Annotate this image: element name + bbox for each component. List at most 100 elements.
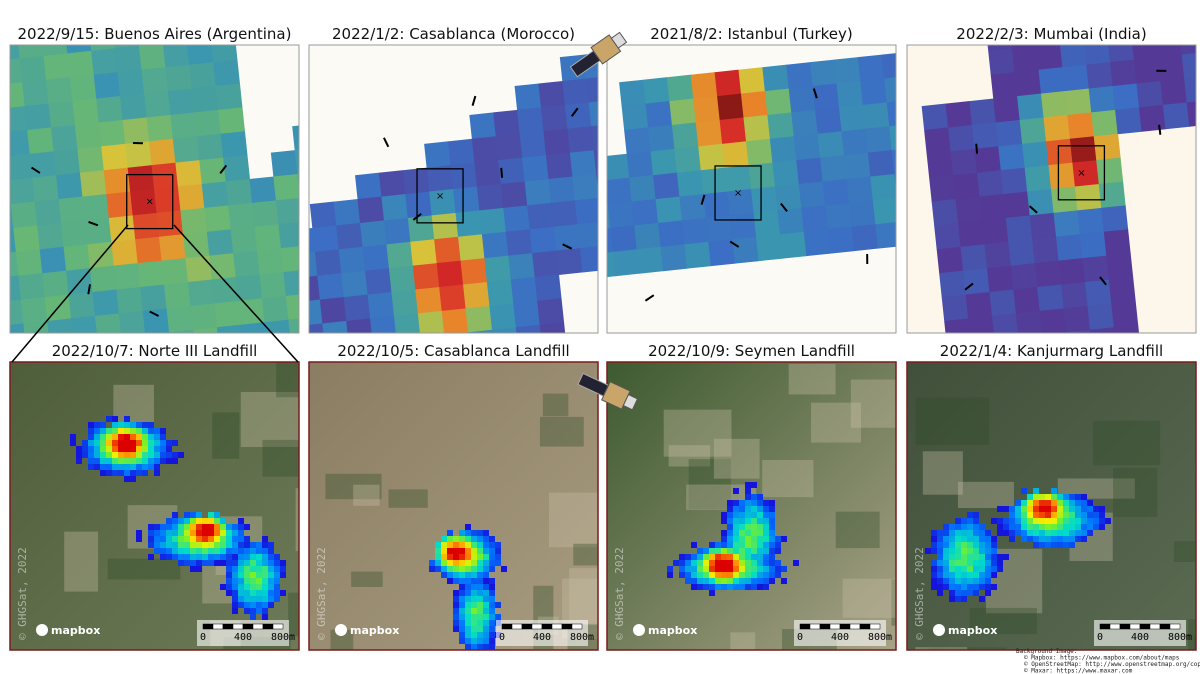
plume-pixel <box>244 608 250 614</box>
plume-pixel <box>745 512 751 518</box>
cell <box>1131 45 1159 61</box>
scale-label: 400 <box>831 632 849 643</box>
plume-pixel <box>130 428 136 434</box>
plume-pixel <box>1021 506 1027 512</box>
cell <box>465 305 493 333</box>
plume-pixel <box>112 416 118 422</box>
ground-patch <box>1113 467 1158 517</box>
plume-pixel <box>280 572 286 578</box>
plume-pixel <box>256 602 262 608</box>
cell <box>424 141 452 169</box>
cell <box>177 183 205 211</box>
scale-seg <box>1169 623 1181 630</box>
plume-pixel <box>489 602 495 608</box>
logo: mapbox <box>51 624 100 637</box>
plume-pixel <box>124 476 130 482</box>
target-box <box>416 168 464 224</box>
cell <box>211 276 239 304</box>
cell <box>103 167 131 195</box>
plume-pixel <box>757 512 763 518</box>
cell <box>505 229 533 257</box>
cell <box>111 239 139 267</box>
scale-label: 0 <box>1097 632 1103 643</box>
cell <box>1045 138 1073 166</box>
plume-pixel <box>489 536 495 542</box>
plume-pixel <box>471 560 477 566</box>
cell <box>182 231 210 259</box>
cell <box>120 93 148 121</box>
plume-pixel <box>459 596 465 602</box>
plume-pixel <box>100 452 106 458</box>
plume-pixel <box>274 584 280 590</box>
plume-pixel <box>226 530 232 536</box>
cell <box>1012 45 1040 73</box>
plume-pixel <box>148 536 154 542</box>
plume-pixel <box>703 566 709 572</box>
cell <box>288 317 299 333</box>
cell <box>469 112 497 140</box>
plume-pixel <box>118 428 124 434</box>
plume-pixel <box>1081 512 1087 518</box>
plume-pixel <box>973 512 979 518</box>
cell <box>1029 212 1057 240</box>
plume-pixel <box>967 554 973 560</box>
cell <box>524 178 552 206</box>
cell <box>872 197 896 225</box>
plume-pixel <box>745 584 751 590</box>
plume-pixel <box>178 518 184 524</box>
cell <box>969 98 997 126</box>
plume-pixel <box>483 530 489 536</box>
plume-pixel <box>961 548 967 554</box>
plume-pixel <box>226 578 232 584</box>
plume-pixel <box>262 548 268 554</box>
cell <box>851 224 879 252</box>
plume-pixel <box>727 500 733 506</box>
plume-pixel <box>477 554 483 560</box>
cell <box>762 64 790 92</box>
plume-pixel <box>268 554 274 560</box>
plume-pixel <box>937 548 943 554</box>
plume-pixel <box>733 536 739 542</box>
plume-pixel <box>268 572 274 578</box>
plume-pixel <box>106 434 112 440</box>
cell <box>1126 0 1153 12</box>
scale-label: 400 <box>533 632 551 643</box>
cell <box>1069 136 1097 164</box>
ground-patch <box>295 488 299 552</box>
plume-pixel <box>943 554 949 560</box>
cell <box>10 82 26 110</box>
plume-pixel <box>489 614 495 620</box>
plume-pixel <box>483 638 489 644</box>
plume-pixel <box>1087 512 1093 518</box>
cell <box>51 124 78 152</box>
plume-pixel <box>679 572 685 578</box>
plume-pixel <box>441 554 447 560</box>
plume-pixel <box>100 446 106 452</box>
plume-pixel <box>1087 524 1093 530</box>
cell <box>538 80 566 108</box>
watermark: © GHGSat, 2022 <box>315 547 328 640</box>
cell <box>1007 0 1034 25</box>
plume-pixel <box>136 434 142 440</box>
cell <box>40 45 68 57</box>
cell <box>0 350 5 377</box>
cell <box>810 59 837 87</box>
cell <box>841 128 869 156</box>
plume-pixel <box>673 560 679 566</box>
plume-pixel <box>112 464 118 470</box>
plume-pixel <box>691 584 697 590</box>
plume-pixel <box>745 548 751 554</box>
plume-pixel <box>1003 506 1009 512</box>
plume-pixel <box>130 422 136 428</box>
plume-pixel <box>943 572 949 578</box>
plume-pixel <box>465 626 471 632</box>
plume-pixel <box>226 584 232 590</box>
plume-pixel <box>190 554 196 560</box>
plume-pixel <box>130 434 136 440</box>
cell <box>815 107 843 135</box>
plume-pixel <box>955 584 961 590</box>
plume-pixel <box>769 542 775 548</box>
plume-pixel <box>166 554 172 560</box>
plume-pixel <box>721 566 727 572</box>
